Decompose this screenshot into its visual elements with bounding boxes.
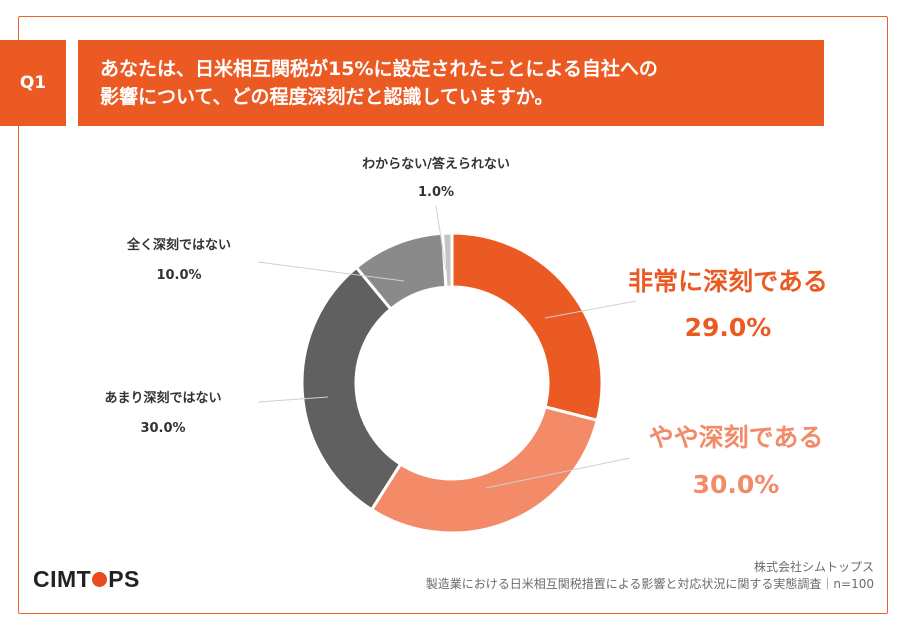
donut-slices [300, 231, 604, 535]
logo-text-start: CIMT [33, 566, 92, 592]
cimtops-logo: CIMT PS [33, 566, 140, 593]
leader-line-very-serious [544, 300, 637, 319]
logo-text-end: PS [108, 566, 140, 592]
slice-label-not-serious-at-all: 全く深刻ではない [126, 237, 231, 253]
slice-dont-know [440, 231, 454, 289]
slice-value-not-very-serious: 30.0% [140, 421, 185, 436]
leader-lines [257, 205, 637, 489]
slice-label-very-serious: 非常に深刻である [628, 267, 828, 296]
leader-line-somewhat-serious [485, 457, 631, 489]
leader-line-dont-know [435, 205, 447, 271]
question-number: Q1 [19, 73, 47, 93]
footer-company: 株式会社シムトップス [753, 560, 874, 574]
question-line-1: あなたは、日米相互関税が15%に設定されたことによる自社への [100, 58, 658, 80]
slice-label-somewhat-serious: やや深刻である [649, 423, 824, 452]
slice-label-not-very-serious: あまり深刻ではない [104, 390, 221, 406]
slice-labels: 非常に深刻である 29.0% やや深刻である 30.0% あまり深刻ではない 30.0% 全… [104, 156, 827, 499]
slice-value-very-serious: 29.0% [685, 313, 772, 342]
slice-value-dont-know: 1.0% [418, 185, 454, 200]
footer: 株式会社シムトップス 製造業における日米相互関税措置による影響と対応状況に関する… [426, 559, 874, 593]
question-line-2: 影響について、どの程度深刻だと認識していますか。 [100, 86, 554, 108]
logo-dot-icon [92, 572, 108, 587]
slice-very-serious [450, 231, 604, 423]
slice-label-dont-know: わからない/答えられない [362, 156, 510, 172]
leader-line-not-serious-at-all [257, 261, 405, 282]
question-box: あなたは、日米相互関税が15%に設定されたことによる自社への 影響について、どの… [78, 40, 824, 126]
slice-not-very-serious [300, 265, 403, 512]
question-number-badge: Q1 [0, 40, 66, 126]
slice-value-somewhat-serious: 30.0% [693, 470, 780, 499]
footer-survey: 製造業における日米相互関税措置による影響と対応状況に関する実態調査｜n=100 [425, 577, 874, 591]
leader-line-not-very-serious [257, 396, 329, 403]
card-frame [18, 16, 888, 614]
slice-value-not-serious-at-all: 10.0% [156, 268, 201, 283]
slice-somewhat-serious [369, 405, 600, 535]
